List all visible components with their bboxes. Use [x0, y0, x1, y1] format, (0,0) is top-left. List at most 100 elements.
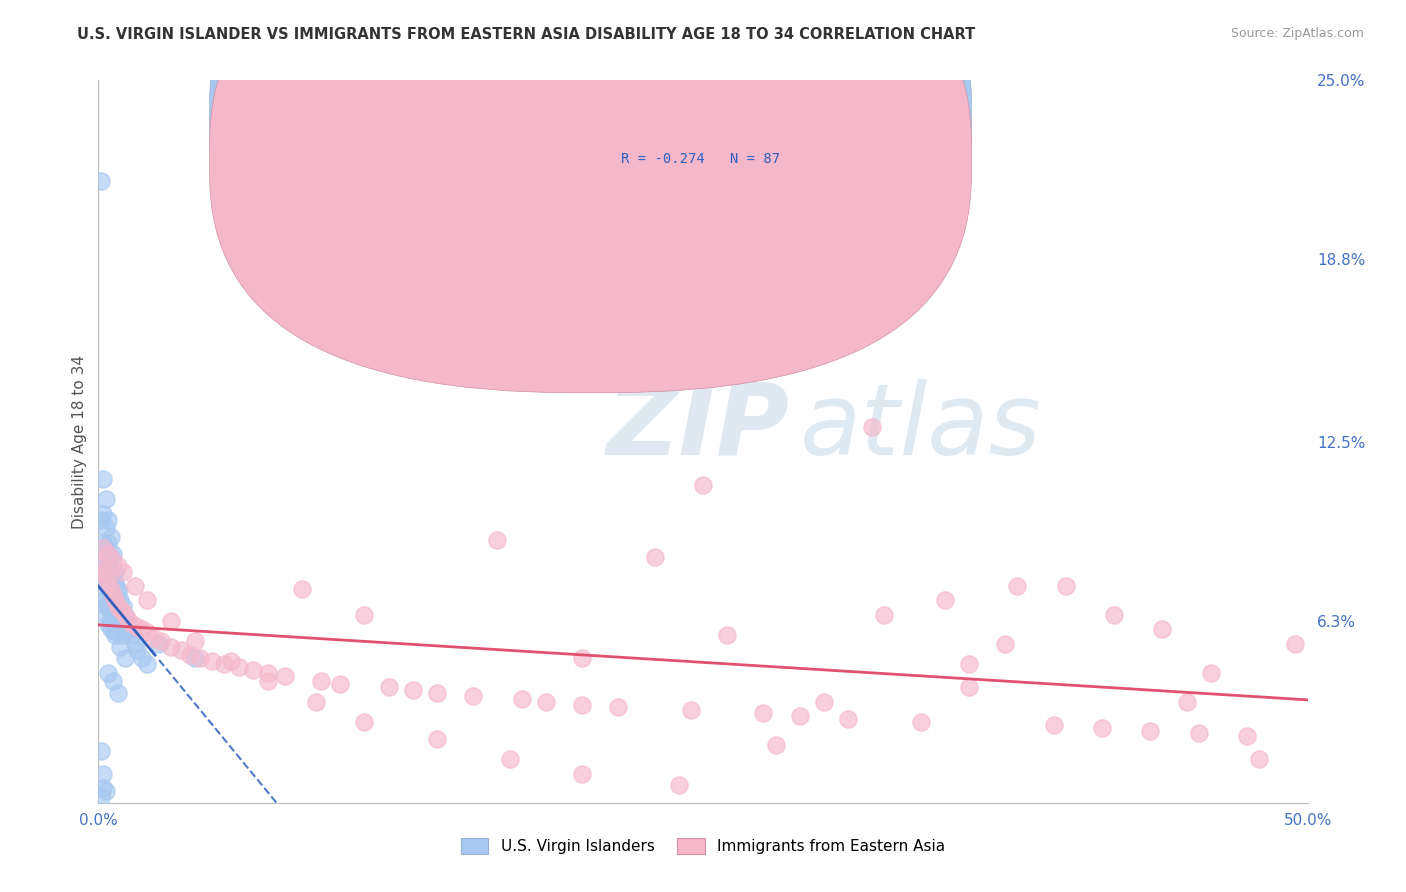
Point — [679, 703, 702, 717]
Point — [101, 582, 124, 596]
Point — [94, 607, 117, 622]
Point — [107, 686, 129, 700]
Point — [100, 570, 122, 584]
Point — [100, 605, 122, 619]
Point — [571, 651, 593, 665]
Point — [150, 634, 173, 648]
Point — [91, 593, 114, 607]
Point — [97, 576, 120, 591]
Point — [94, 570, 117, 584]
Point — [100, 614, 122, 628]
Point — [188, 651, 211, 665]
Point — [101, 547, 124, 561]
Point — [463, 689, 485, 703]
Point — [107, 582, 129, 596]
Point — [135, 657, 157, 671]
Point — [108, 602, 131, 616]
Text: ZIP: ZIP — [606, 378, 789, 475]
Point — [1042, 718, 1064, 732]
Point — [94, 593, 117, 607]
Point — [228, 660, 250, 674]
Point — [607, 700, 630, 714]
Point — [221, 654, 243, 668]
Point — [91, 541, 114, 556]
FancyBboxPatch shape — [209, 0, 972, 352]
Point — [571, 698, 593, 712]
Point — [426, 732, 449, 747]
Point — [309, 674, 332, 689]
Point — [101, 674, 124, 689]
Point — [101, 599, 124, 614]
Point — [1199, 665, 1222, 680]
Point — [1102, 607, 1125, 622]
Point — [121, 616, 143, 631]
Point — [1091, 721, 1114, 735]
Point — [124, 579, 146, 593]
Point — [184, 651, 207, 665]
Text: R = -0.274   N = 87: R = -0.274 N = 87 — [621, 152, 780, 166]
Point — [571, 767, 593, 781]
Text: R =  0.010   N = 72: R = 0.010 N = 72 — [621, 111, 780, 125]
Point — [135, 625, 157, 640]
Point — [934, 593, 956, 607]
Point — [107, 558, 129, 573]
Point — [90, 558, 112, 573]
Point — [273, 668, 295, 682]
Point — [114, 651, 136, 665]
Point — [114, 607, 136, 622]
Point — [644, 550, 666, 565]
Point — [94, 558, 117, 573]
Point — [486, 533, 509, 547]
Point — [97, 599, 120, 614]
Point — [789, 709, 811, 723]
Point — [160, 614, 183, 628]
Point — [510, 691, 533, 706]
Point — [108, 593, 131, 607]
Point — [111, 628, 134, 642]
Point — [117, 614, 139, 628]
Point — [1249, 752, 1271, 766]
Text: atlas: atlas — [800, 378, 1042, 475]
Point — [114, 623, 136, 637]
Point — [957, 680, 980, 694]
Point — [873, 607, 896, 622]
Point — [104, 593, 127, 607]
Point — [94, 521, 117, 535]
Point — [91, 767, 114, 781]
Point — [353, 714, 375, 729]
Point — [353, 607, 375, 622]
Point — [668, 779, 690, 793]
Point — [994, 637, 1017, 651]
Point — [242, 663, 264, 677]
Point — [127, 642, 149, 657]
Text: U.S. VIRGIN ISLANDER VS IMMIGRANTS FROM EASTERN ASIA DISABILITY AGE 18 TO 34 COR: U.S. VIRGIN ISLANDER VS IMMIGRANTS FROM … — [77, 27, 976, 42]
Point — [256, 665, 278, 680]
Point — [108, 640, 131, 654]
Point — [169, 642, 191, 657]
Point — [97, 512, 120, 526]
Y-axis label: Disability Age 18 to 34: Disability Age 18 to 34 — [72, 354, 87, 529]
Point — [256, 674, 278, 689]
Point — [101, 553, 124, 567]
Point — [100, 530, 122, 544]
Point — [104, 565, 127, 579]
FancyBboxPatch shape — [209, 0, 972, 392]
Point — [108, 607, 131, 622]
Point — [107, 584, 129, 599]
Point — [97, 547, 120, 561]
Point — [94, 492, 117, 507]
Point — [97, 616, 120, 631]
Point — [91, 535, 114, 549]
Point — [108, 623, 131, 637]
Point — [97, 558, 120, 573]
Point — [90, 790, 112, 805]
Point — [111, 599, 134, 614]
Point — [498, 752, 520, 766]
Point — [131, 651, 153, 665]
Point — [402, 683, 425, 698]
Point — [101, 565, 124, 579]
Point — [1152, 623, 1174, 637]
Point — [91, 565, 114, 579]
Point — [692, 478, 714, 492]
Point — [201, 654, 224, 668]
